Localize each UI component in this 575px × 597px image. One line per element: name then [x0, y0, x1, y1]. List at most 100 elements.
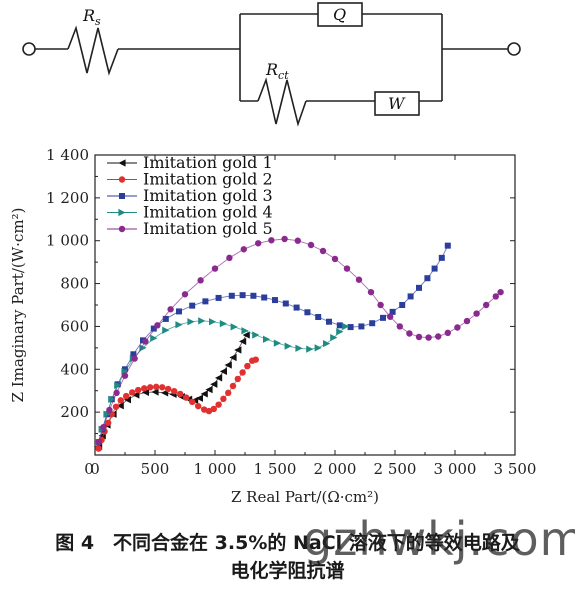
- data-point-gold-4: [295, 344, 303, 352]
- w-label: W: [388, 94, 406, 113]
- data-point-gold-4: [263, 335, 271, 343]
- legend-marker-2: [118, 176, 126, 183]
- data-point-gold-4: [284, 342, 292, 350]
- y-tick-label: 400: [60, 360, 89, 378]
- x-tick-label: 3 500: [494, 460, 537, 478]
- data-point-gold-5: [307, 241, 315, 249]
- data-point-gold-4: [108, 395, 116, 403]
- data-point-gold-4: [241, 327, 249, 335]
- data-point-gold-5: [281, 235, 288, 243]
- data-point-gold-2: [229, 382, 237, 390]
- data-point-gold-3: [130, 351, 137, 358]
- data-point-gold-3: [369, 320, 376, 327]
- data-point-gold-3: [399, 302, 406, 308]
- data-point-gold-3: [176, 308, 182, 315]
- equivalent-circuit-diagram: Rs Q Rct W: [22, 2, 521, 127]
- data-point-gold-5: [331, 255, 339, 263]
- data-point-gold-5: [444, 329, 451, 337]
- data-point-gold-3: [189, 302, 196, 309]
- data-point-gold-2: [165, 385, 172, 393]
- data-point-gold-1: [151, 388, 159, 396]
- data-point-gold-5: [121, 372, 129, 379]
- data-point-gold-5: [387, 313, 394, 320]
- data-point-gold-4: [162, 326, 170, 334]
- data-point-gold-1: [141, 388, 149, 397]
- data-point-gold-3: [438, 254, 445, 261]
- x-tick-label: 2 000: [314, 460, 357, 478]
- legend-label-1: Imitation gold 1: [143, 153, 273, 172]
- data-point-gold-2: [252, 356, 259, 363]
- data-point-gold-2: [95, 445, 102, 452]
- legend-marker-3: [119, 193, 125, 199]
- data-point-gold-4: [114, 381, 122, 389]
- resistor-rs-symbol: [67, 25, 119, 76]
- data-point-gold-2: [117, 397, 125, 404]
- x-tick-label: 500: [141, 460, 170, 478]
- data-point-gold-2: [112, 403, 120, 410]
- data-point-gold-3: [282, 300, 289, 307]
- data-point-gold-2: [159, 384, 166, 391]
- y-tick-label: 800: [60, 275, 89, 293]
- data-point-gold-5: [355, 276, 363, 283]
- data-point-gold-4: [342, 322, 350, 331]
- data-point-gold-5: [113, 389, 120, 397]
- data-point-gold-4: [219, 320, 227, 328]
- series-line-5: [98, 238, 501, 443]
- x-tick-label: 0: [90, 460, 100, 478]
- data-point-gold-1: [242, 331, 250, 339]
- data-point-gold-5: [343, 265, 351, 272]
- data-point-gold-5: [142, 338, 149, 345]
- legend-marker-5: [118, 225, 126, 233]
- data-point-gold-3: [239, 292, 246, 299]
- y-tick-label: 1 000: [46, 232, 89, 250]
- data-point-gold-3: [336, 322, 343, 329]
- data-point-gold-5: [197, 277, 204, 284]
- data-point-gold-4: [187, 318, 195, 326]
- data-point-gold-3: [293, 304, 300, 311]
- y-tick-label: 600: [60, 317, 89, 335]
- y-tick-label: 1 400: [46, 146, 89, 164]
- series-line-4: [98, 320, 347, 443]
- data-point-gold-3: [162, 315, 169, 322]
- data-point-gold-5: [106, 406, 113, 414]
- data-point-gold-5: [211, 265, 219, 272]
- data-point-gold-2: [105, 419, 112, 427]
- data-point-gold-1: [210, 380, 218, 388]
- data-point-gold-5: [319, 247, 327, 255]
- data-point-gold-3: [431, 265, 438, 272]
- data-point-gold-5: [226, 254, 233, 262]
- data-point-gold-4: [314, 344, 322, 352]
- warburg-element-w: [374, 91, 420, 116]
- data-point-gold-2: [210, 405, 217, 413]
- data-point-gold-3: [228, 292, 235, 299]
- data-point-gold-4: [330, 333, 338, 342]
- nyquist-impedance-chart: 0 500 1 000 1 500 2 000 2 500 3 000 3 500 200 400…: [9, 146, 537, 506]
- data-point-gold-5: [454, 324, 461, 331]
- data-point-gold-1: [229, 353, 237, 362]
- data-point-gold-5: [100, 423, 107, 431]
- data-point-gold-3: [202, 298, 209, 305]
- data-point-gold-2: [141, 385, 148, 392]
- data-point-gold-4: [273, 339, 281, 347]
- y-tick-label: 200: [60, 403, 89, 421]
- data-point-gold-4: [103, 410, 111, 418]
- resistor-rct-symbol: [257, 77, 307, 127]
- data-point-gold-3: [380, 314, 386, 321]
- data-point-gold-3: [326, 318, 332, 325]
- data-point-gold-2: [195, 402, 202, 410]
- data-point-gold-2: [135, 386, 142, 394]
- legend-marker-1: [118, 159, 126, 167]
- data-point-gold-1: [200, 390, 208, 398]
- data-point-gold-5: [294, 237, 301, 244]
- data-point-gold-5: [268, 237, 275, 244]
- data-point-gold-3: [424, 275, 431, 282]
- data-point-gold-5: [154, 322, 161, 329]
- data-point-gold-3: [416, 284, 422, 291]
- data-point-gold-3: [215, 294, 222, 301]
- figure-caption-line1: 图 4 不同合金在 3.5%的 NaCl 溶液下的等效电路及: [55, 532, 520, 554]
- x-tick-label: 3 000: [434, 460, 477, 478]
- data-point-gold-2: [201, 406, 208, 413]
- data-point-gold-5: [415, 333, 423, 341]
- data-point-gold-2: [239, 369, 246, 376]
- data-point-gold-3: [250, 292, 257, 299]
